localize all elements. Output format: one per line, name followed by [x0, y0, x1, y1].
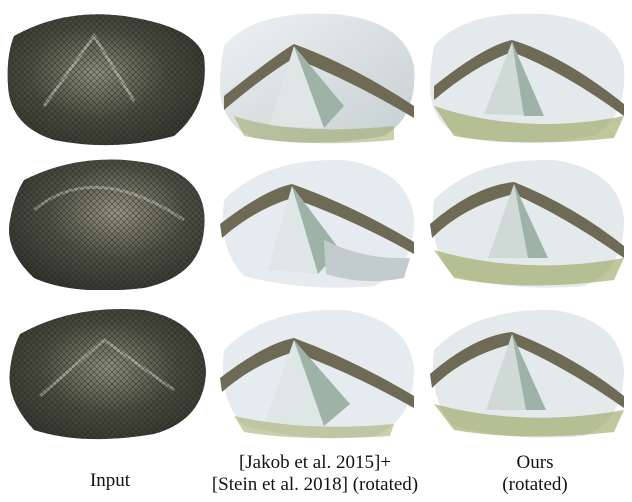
input-mesh-image-row-1 [4, 6, 208, 146]
caption-ours: Ours (rotated) [440, 452, 630, 496]
input-mesh-image-row-2 [4, 150, 208, 290]
baseline-render-row-2 [214, 150, 418, 290]
ours-render-row-3 [424, 300, 628, 440]
ours-render-row-1 [424, 6, 628, 146]
caption-input: Input [60, 470, 160, 492]
caption-baseline: [Jakob et al. 2015]+ [Stein et al. 2018]… [190, 452, 440, 496]
caption-baseline-line-1: [Jakob et al. 2015]+ [238, 452, 392, 473]
figure-grid [4, 6, 628, 440]
ours-render-row-2 [424, 150, 628, 290]
baseline-render-row-1 [214, 6, 418, 146]
caption-ours-line-1: Ours [516, 452, 554, 473]
input-mesh-image-row-3 [4, 300, 208, 440]
baseline-render-row-3 [214, 300, 418, 440]
caption-baseline-line-2: [Stein et al. 2018] (rotated) [211, 474, 419, 495]
caption-ours-line-2: (rotated) [502, 474, 568, 495]
caption-input-text: Input [89, 470, 131, 491]
